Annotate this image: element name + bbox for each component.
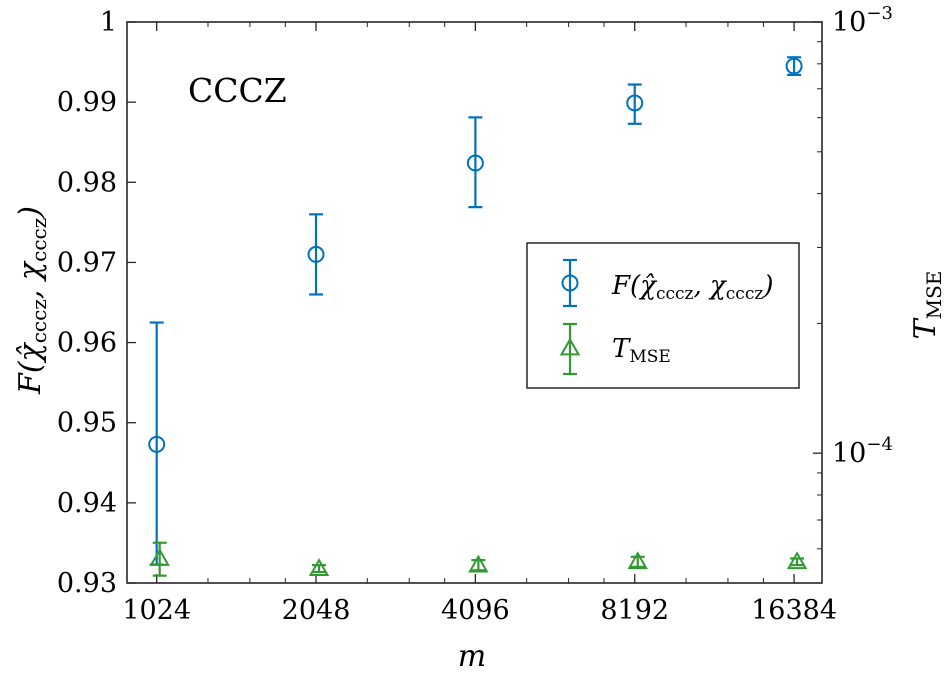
y-left-label-close: ) <box>13 206 48 219</box>
legend-label-sub-2: cccz <box>726 284 764 304</box>
data-point-triangle <box>468 554 489 573</box>
y-left-tick-label: 0.97 <box>57 247 117 278</box>
data-point-circle <box>561 274 579 292</box>
y-left-label-main: F( <box>13 360 48 395</box>
data-point-triangle <box>786 551 808 570</box>
y-left-label-sep: , <box>13 280 48 299</box>
y-left-label-hat-chi: χ̂ <box>13 341 48 363</box>
legend-marker-circle <box>561 258 579 308</box>
legend-label-main: F( <box>611 271 641 301</box>
y-right-tick-label: 10−3 <box>832 3 893 38</box>
y-left-label-sub-2: cccz <box>27 218 51 262</box>
data-point-circle <box>626 94 644 112</box>
svg-text:TMSE: TMSE <box>908 271 946 340</box>
data-point-circle <box>148 435 166 453</box>
y-right-tick-label: 10−4 <box>832 434 893 469</box>
x-tick-label: 8192 <box>600 595 669 626</box>
legend-tmse-main: T <box>612 334 631 364</box>
legend-label-close: ) <box>762 271 773 301</box>
y-left-tick-label: 1 <box>100 7 117 38</box>
y-right-axis-label: TMSE <box>908 271 946 340</box>
svg-text:TMSE: TMSE <box>612 334 671 367</box>
legend-tmse-sub: MSE <box>629 347 670 367</box>
y-left-label-chi: χ <box>13 260 48 282</box>
legend-entry-tmse: TMSE <box>559 322 671 376</box>
legend-label-chi: χ <box>708 271 728 301</box>
data-point-triangle <box>627 551 648 570</box>
x-tick-label: 1024 <box>122 595 191 626</box>
y-left-tick-label: 0.93 <box>57 568 117 599</box>
legend-marker-triangle <box>559 322 581 376</box>
y-right-label-main: T <box>908 317 943 339</box>
legend-label-sub-1: cccz <box>656 284 694 304</box>
data-point-triangle <box>308 558 330 576</box>
data-point-circle <box>466 154 484 172</box>
y-left-tick-label: 0.94 <box>57 488 117 519</box>
legend-entry-fidelity: F(χ̂cccz, χcccz) <box>561 258 773 308</box>
data-point-triangle <box>149 547 170 566</box>
y-left-tick-label: 0.96 <box>57 328 117 359</box>
x-axis-label: m <box>458 639 486 674</box>
axes-box <box>126 21 823 584</box>
y-left-tick-label: 0.98 <box>57 167 117 198</box>
svg-text:F(χ̂cccz, χcccz): F(χ̂cccz, χcccz) <box>611 271 773 304</box>
y-right-label-sub: MSE <box>922 271 946 320</box>
y-left-tick-label: 0.95 <box>57 408 117 439</box>
annotation-label: CCCZ <box>188 71 287 110</box>
y-left-label-sub-1: cccz <box>27 299 51 343</box>
legend-label-hat-chi: χ̂ <box>638 271 658 301</box>
y-left-tick-label: 0.99 <box>57 87 117 118</box>
legend: F(χ̂cccz, χcccz) TMSE <box>526 242 800 389</box>
y-left-axis-label: F(χ̂cccz, χcccz) <box>13 206 51 395</box>
x-tick-label: 4096 <box>441 595 510 626</box>
data-point-triangle <box>559 337 581 356</box>
data-point-circle <box>785 57 803 75</box>
legend-box <box>526 242 800 389</box>
x-tick-label: 16384 <box>751 595 837 626</box>
x-tick-label: 2048 <box>282 595 351 626</box>
plot-area: 1024 2048 4096 8192 16384 0.93 0.94 0.95 0.96 0.9… <box>57 3 893 626</box>
data-point-circle <box>307 245 325 263</box>
svg-text:F(χ̂cccz, χcccz): F(χ̂cccz, χcccz) <box>13 206 51 395</box>
legend-label-sep: , <box>693 271 710 301</box>
